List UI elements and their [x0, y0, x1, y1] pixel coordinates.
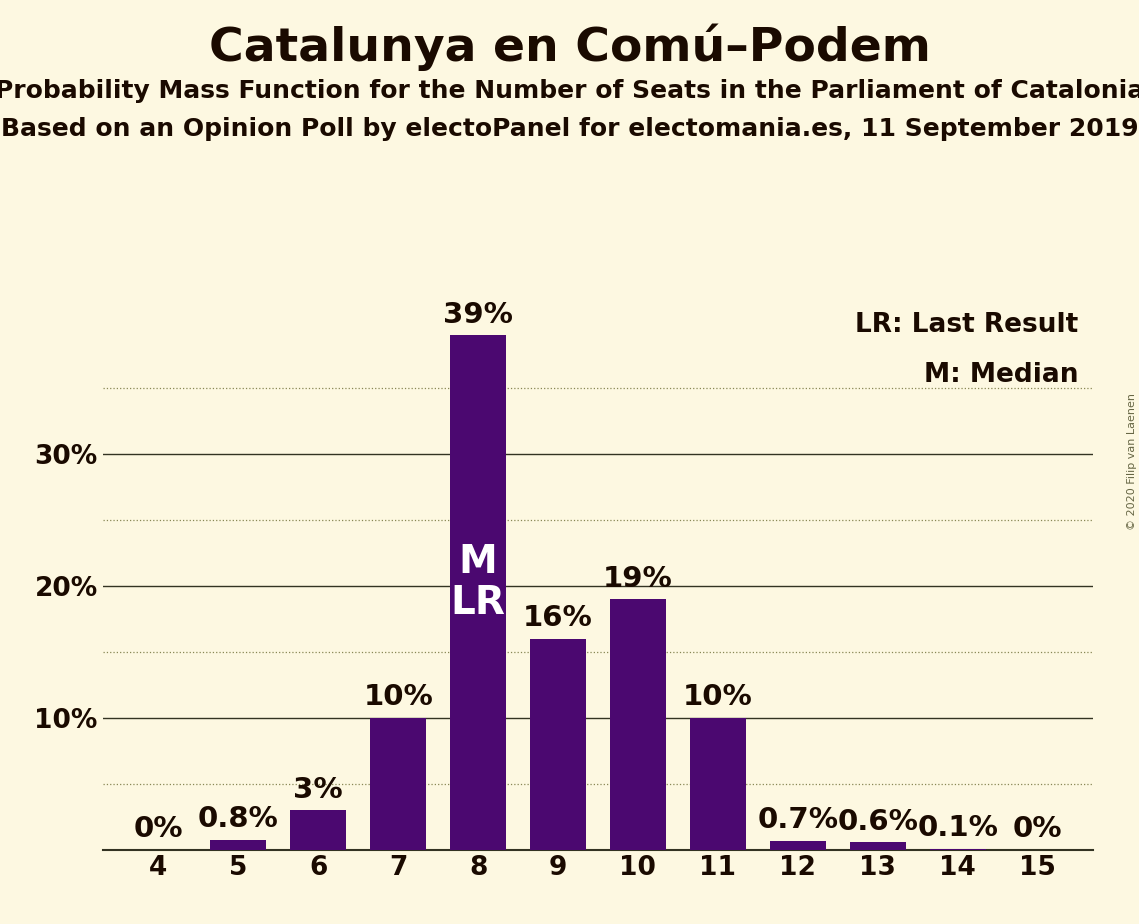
Text: 10%: 10% [683, 684, 753, 711]
Text: Catalunya en Comú–Podem: Catalunya en Comú–Podem [208, 23, 931, 70]
Text: Based on an Opinion Poll by electoPanel for electomania.es, 11 September 2019: Based on an Opinion Poll by electoPanel … [1, 117, 1138, 141]
Bar [929, 849, 985, 850]
Bar [290, 810, 346, 850]
Text: LR: Last Result: LR: Last Result [855, 312, 1079, 338]
Text: 0%: 0% [133, 816, 183, 844]
Text: M
LR: M LR [451, 543, 506, 622]
Text: 0.8%: 0.8% [198, 805, 279, 833]
Bar [850, 842, 906, 850]
Text: 0.7%: 0.7% [757, 807, 838, 834]
Bar [211, 840, 267, 850]
Bar [370, 718, 426, 850]
Text: 19%: 19% [603, 565, 673, 592]
Bar [690, 718, 746, 850]
Text: 0.6%: 0.6% [837, 808, 918, 835]
Text: 0.1%: 0.1% [917, 814, 998, 842]
Text: 10%: 10% [363, 684, 433, 711]
Text: 16%: 16% [523, 604, 593, 632]
Text: M: Median: M: Median [924, 362, 1079, 388]
Bar [530, 638, 585, 850]
Text: 0%: 0% [1013, 816, 1063, 844]
Text: 3%: 3% [294, 776, 343, 804]
Bar [450, 335, 506, 850]
Bar [611, 600, 666, 850]
Text: © 2020 Filip van Laenen: © 2020 Filip van Laenen [1126, 394, 1137, 530]
Text: Probability Mass Function for the Number of Seats in the Parliament of Catalonia: Probability Mass Function for the Number… [0, 79, 1139, 103]
Bar [770, 841, 826, 850]
Text: 39%: 39% [443, 300, 513, 329]
